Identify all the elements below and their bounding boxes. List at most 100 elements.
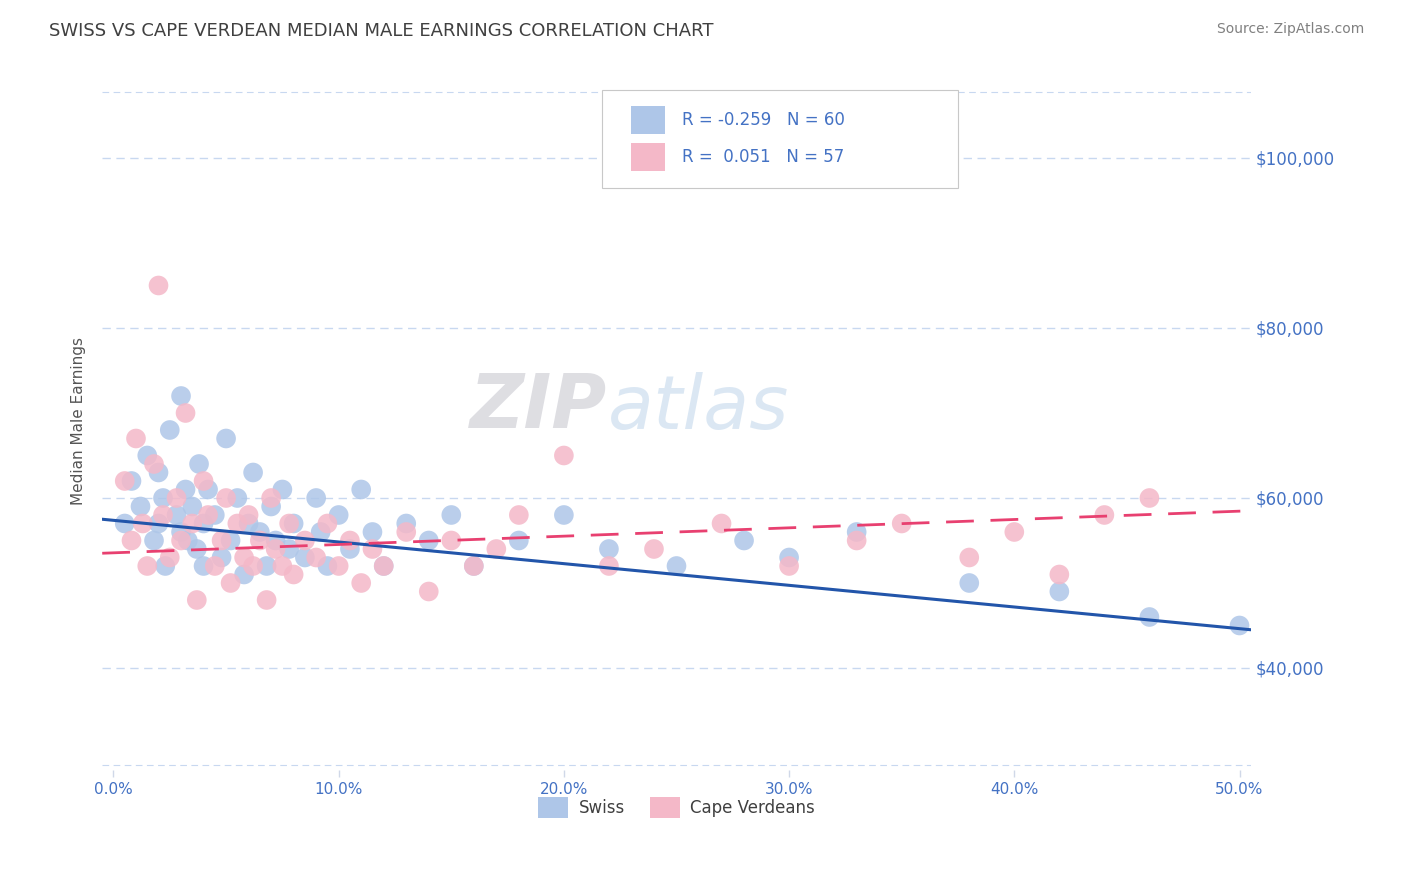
Point	[186, 541, 208, 556]
Point	[463, 559, 485, 574]
Point	[186, 593, 208, 607]
Point	[271, 483, 294, 497]
Point	[197, 508, 219, 522]
Point	[283, 516, 305, 531]
Point	[373, 559, 395, 574]
Point	[260, 491, 283, 505]
Point	[395, 524, 418, 539]
Point	[361, 541, 384, 556]
Point	[350, 576, 373, 591]
Point	[305, 491, 328, 505]
Point	[271, 559, 294, 574]
Point	[125, 432, 148, 446]
Point	[1139, 610, 1161, 624]
Point	[278, 541, 301, 556]
Point	[294, 550, 316, 565]
Point	[181, 500, 204, 514]
Point	[166, 508, 188, 522]
Point	[350, 483, 373, 497]
Point	[440, 533, 463, 548]
Point	[957, 550, 980, 565]
Point	[177, 533, 200, 548]
Point	[132, 516, 155, 531]
Point	[553, 449, 575, 463]
Text: R =  0.051   N = 57: R = 0.051 N = 57	[682, 147, 845, 166]
Point	[264, 533, 287, 548]
Point	[242, 466, 264, 480]
Point	[143, 533, 166, 548]
Point	[328, 559, 350, 574]
Point	[219, 576, 242, 591]
Text: R = -0.259   N = 60: R = -0.259 N = 60	[682, 112, 845, 129]
Point	[204, 559, 226, 574]
Point	[508, 533, 530, 548]
Point	[598, 559, 620, 574]
Point	[294, 533, 316, 548]
Point	[193, 559, 215, 574]
Point	[233, 567, 256, 582]
Point	[226, 516, 249, 531]
Point	[170, 524, 193, 539]
Point	[174, 406, 197, 420]
Point	[188, 457, 211, 471]
Point	[114, 474, 136, 488]
Text: SWISS VS CAPE VERDEAN MEDIAN MALE EARNINGS CORRELATION CHART: SWISS VS CAPE VERDEAN MEDIAN MALE EARNIN…	[49, 22, 714, 40]
Point	[778, 550, 800, 565]
Point	[361, 524, 384, 539]
Point	[264, 541, 287, 556]
Point	[197, 483, 219, 497]
Point	[170, 389, 193, 403]
Point	[193, 474, 215, 488]
Point	[283, 567, 305, 582]
Point	[159, 423, 181, 437]
Point	[508, 508, 530, 522]
Point	[226, 491, 249, 505]
Point	[316, 516, 339, 531]
Point	[1139, 491, 1161, 505]
Point	[148, 278, 170, 293]
Point	[215, 491, 238, 505]
Point	[174, 483, 197, 497]
Point	[204, 508, 226, 522]
Point	[238, 508, 260, 522]
Text: atlas: atlas	[607, 372, 789, 443]
Point	[395, 516, 418, 531]
Point	[121, 474, 143, 488]
Point	[211, 533, 233, 548]
Point	[211, 550, 233, 565]
Point	[890, 516, 912, 531]
Point	[114, 516, 136, 531]
Point	[148, 516, 170, 531]
FancyBboxPatch shape	[630, 143, 665, 170]
Point	[485, 541, 508, 556]
Point	[249, 533, 271, 548]
Point	[181, 516, 204, 531]
Point	[136, 449, 159, 463]
Point	[193, 516, 215, 531]
Point	[1002, 524, 1025, 539]
Point	[148, 466, 170, 480]
Point	[643, 541, 665, 556]
Point	[155, 559, 177, 574]
Point	[305, 550, 328, 565]
Point	[260, 500, 283, 514]
Point	[249, 524, 271, 539]
Point	[418, 533, 440, 548]
Point	[159, 550, 181, 565]
Point	[238, 516, 260, 531]
Point	[1047, 584, 1070, 599]
Point	[215, 432, 238, 446]
Text: Source: ZipAtlas.com: Source: ZipAtlas.com	[1216, 22, 1364, 37]
Point	[1229, 618, 1251, 632]
Point	[710, 516, 733, 531]
Point	[170, 533, 193, 548]
Point	[845, 524, 868, 539]
Point	[553, 508, 575, 522]
Point	[278, 516, 301, 531]
Point	[339, 533, 361, 548]
Point	[845, 533, 868, 548]
Point	[1047, 567, 1070, 582]
Point	[598, 541, 620, 556]
Point	[152, 508, 174, 522]
Point	[219, 533, 242, 548]
